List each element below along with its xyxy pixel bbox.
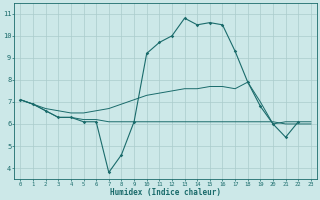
X-axis label: Humidex (Indice chaleur): Humidex (Indice chaleur) <box>110 188 221 197</box>
